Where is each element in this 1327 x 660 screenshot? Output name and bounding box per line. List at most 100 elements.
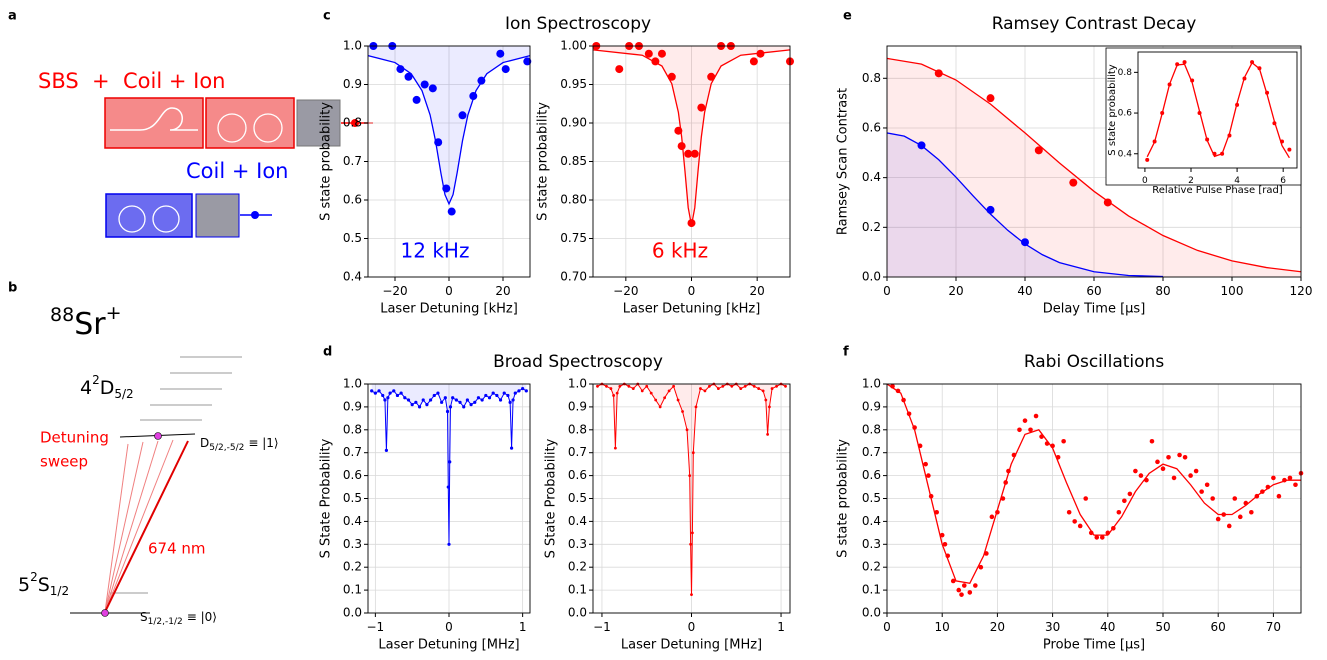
state-dot [154,432,162,440]
marker [775,384,778,388]
n: 5 [18,574,30,596]
coil [253,113,283,143]
y-tick-label: 1.0 [568,377,587,391]
marker [644,49,653,58]
marker [984,551,989,556]
y-tick-label: 0.9 [862,399,881,413]
chart-title: Ramsey Contrast Decay [992,14,1197,34]
x-tick-label: 20 [750,284,765,298]
marker [764,398,768,402]
marker [1083,496,1089,501]
symbol: D [200,436,209,450]
line [886,383,1301,584]
marker [895,388,901,394]
j: 5/2 [114,387,133,401]
marker [631,387,635,390]
marker [1212,151,1217,156]
marker [730,384,734,388]
marker [1122,498,1127,504]
marker [1155,459,1160,465]
marker [1205,137,1210,142]
diagram-b: 88Sr+ 42D5/2 52S1/2 D5/2,-5/2 ≡ |1⟩ S1/2,… [18,302,279,627]
marker [663,396,667,400]
element: Sr [74,307,106,342]
marker [703,389,707,393]
arrow [104,440,189,613]
x-axis-label: Relative Pulse Phase [rad] [1152,185,1283,196]
y-tick-label: 0.1 [568,583,587,597]
y-tick-label: 0.7 [343,445,362,459]
marker [377,389,381,393]
marker [410,403,414,407]
marker [480,398,484,402]
marker [1182,454,1188,460]
marker [384,448,389,453]
y-tick-label: 1.00 [560,39,587,53]
marker [613,446,617,450]
marker [1221,512,1227,517]
arrow [104,440,159,613]
marker [1243,500,1249,506]
y-tick-label: 0.2 [862,220,881,234]
marker [1127,491,1133,497]
arrow [104,443,129,613]
y-tick-label: 0.9 [568,399,587,413]
marker [959,592,964,597]
marker [446,485,450,489]
ion-trap [296,99,341,147]
marker [1242,76,1247,81]
marker [1066,509,1072,515]
coil [217,113,247,143]
panel-label: b [8,281,17,296]
marker [677,142,686,151]
marker [707,72,716,81]
marker [645,384,649,388]
marker [502,391,506,395]
marker [1022,418,1028,423]
y-tick-label: 0.8 [343,422,362,436]
x-tick-label: 30 [1045,620,1060,634]
x-tick-label: 0 [883,620,891,634]
marker [667,72,676,81]
isotope: 88Sr+ [50,302,122,342]
x-tick-label: 20 [990,620,1005,634]
x-tick-label: −1 [593,620,611,634]
dot [351,119,359,127]
marker [681,410,684,413]
marker [784,384,787,388]
marker [473,400,477,404]
coil-box [205,97,295,149]
marker [973,583,978,588]
marker [1235,102,1240,107]
marker [1145,157,1150,162]
marker [596,384,599,388]
y-tick-label: 0.4 [862,170,881,184]
dot [251,211,259,219]
x-tick-label: 120 [1290,284,1313,298]
x-tick-label: 4 [1234,176,1240,186]
y-tick-label: 0.0 [862,606,881,620]
marker [690,593,693,597]
marker [618,384,622,388]
mult: 2 [30,570,38,584]
y-axis-label: S state probability [1107,64,1118,155]
marker [1287,475,1293,481]
marker [434,138,443,147]
marker [1017,427,1022,433]
marker [649,391,653,395]
marker [403,396,407,400]
s-level: 52S1/2 [18,570,69,598]
marker [506,393,510,398]
marker [942,542,948,547]
plot-frame [592,45,791,278]
marker [496,49,505,58]
marker [1099,535,1105,540]
y-tick-label: 0.4 [1118,149,1133,159]
lower-state: S1/2,-1/2 ≡ |0⟩ [140,610,217,627]
marker [1257,66,1262,71]
mult: 2 [92,373,100,387]
marker [1138,473,1144,478]
marker [674,126,683,135]
marker [508,400,512,404]
